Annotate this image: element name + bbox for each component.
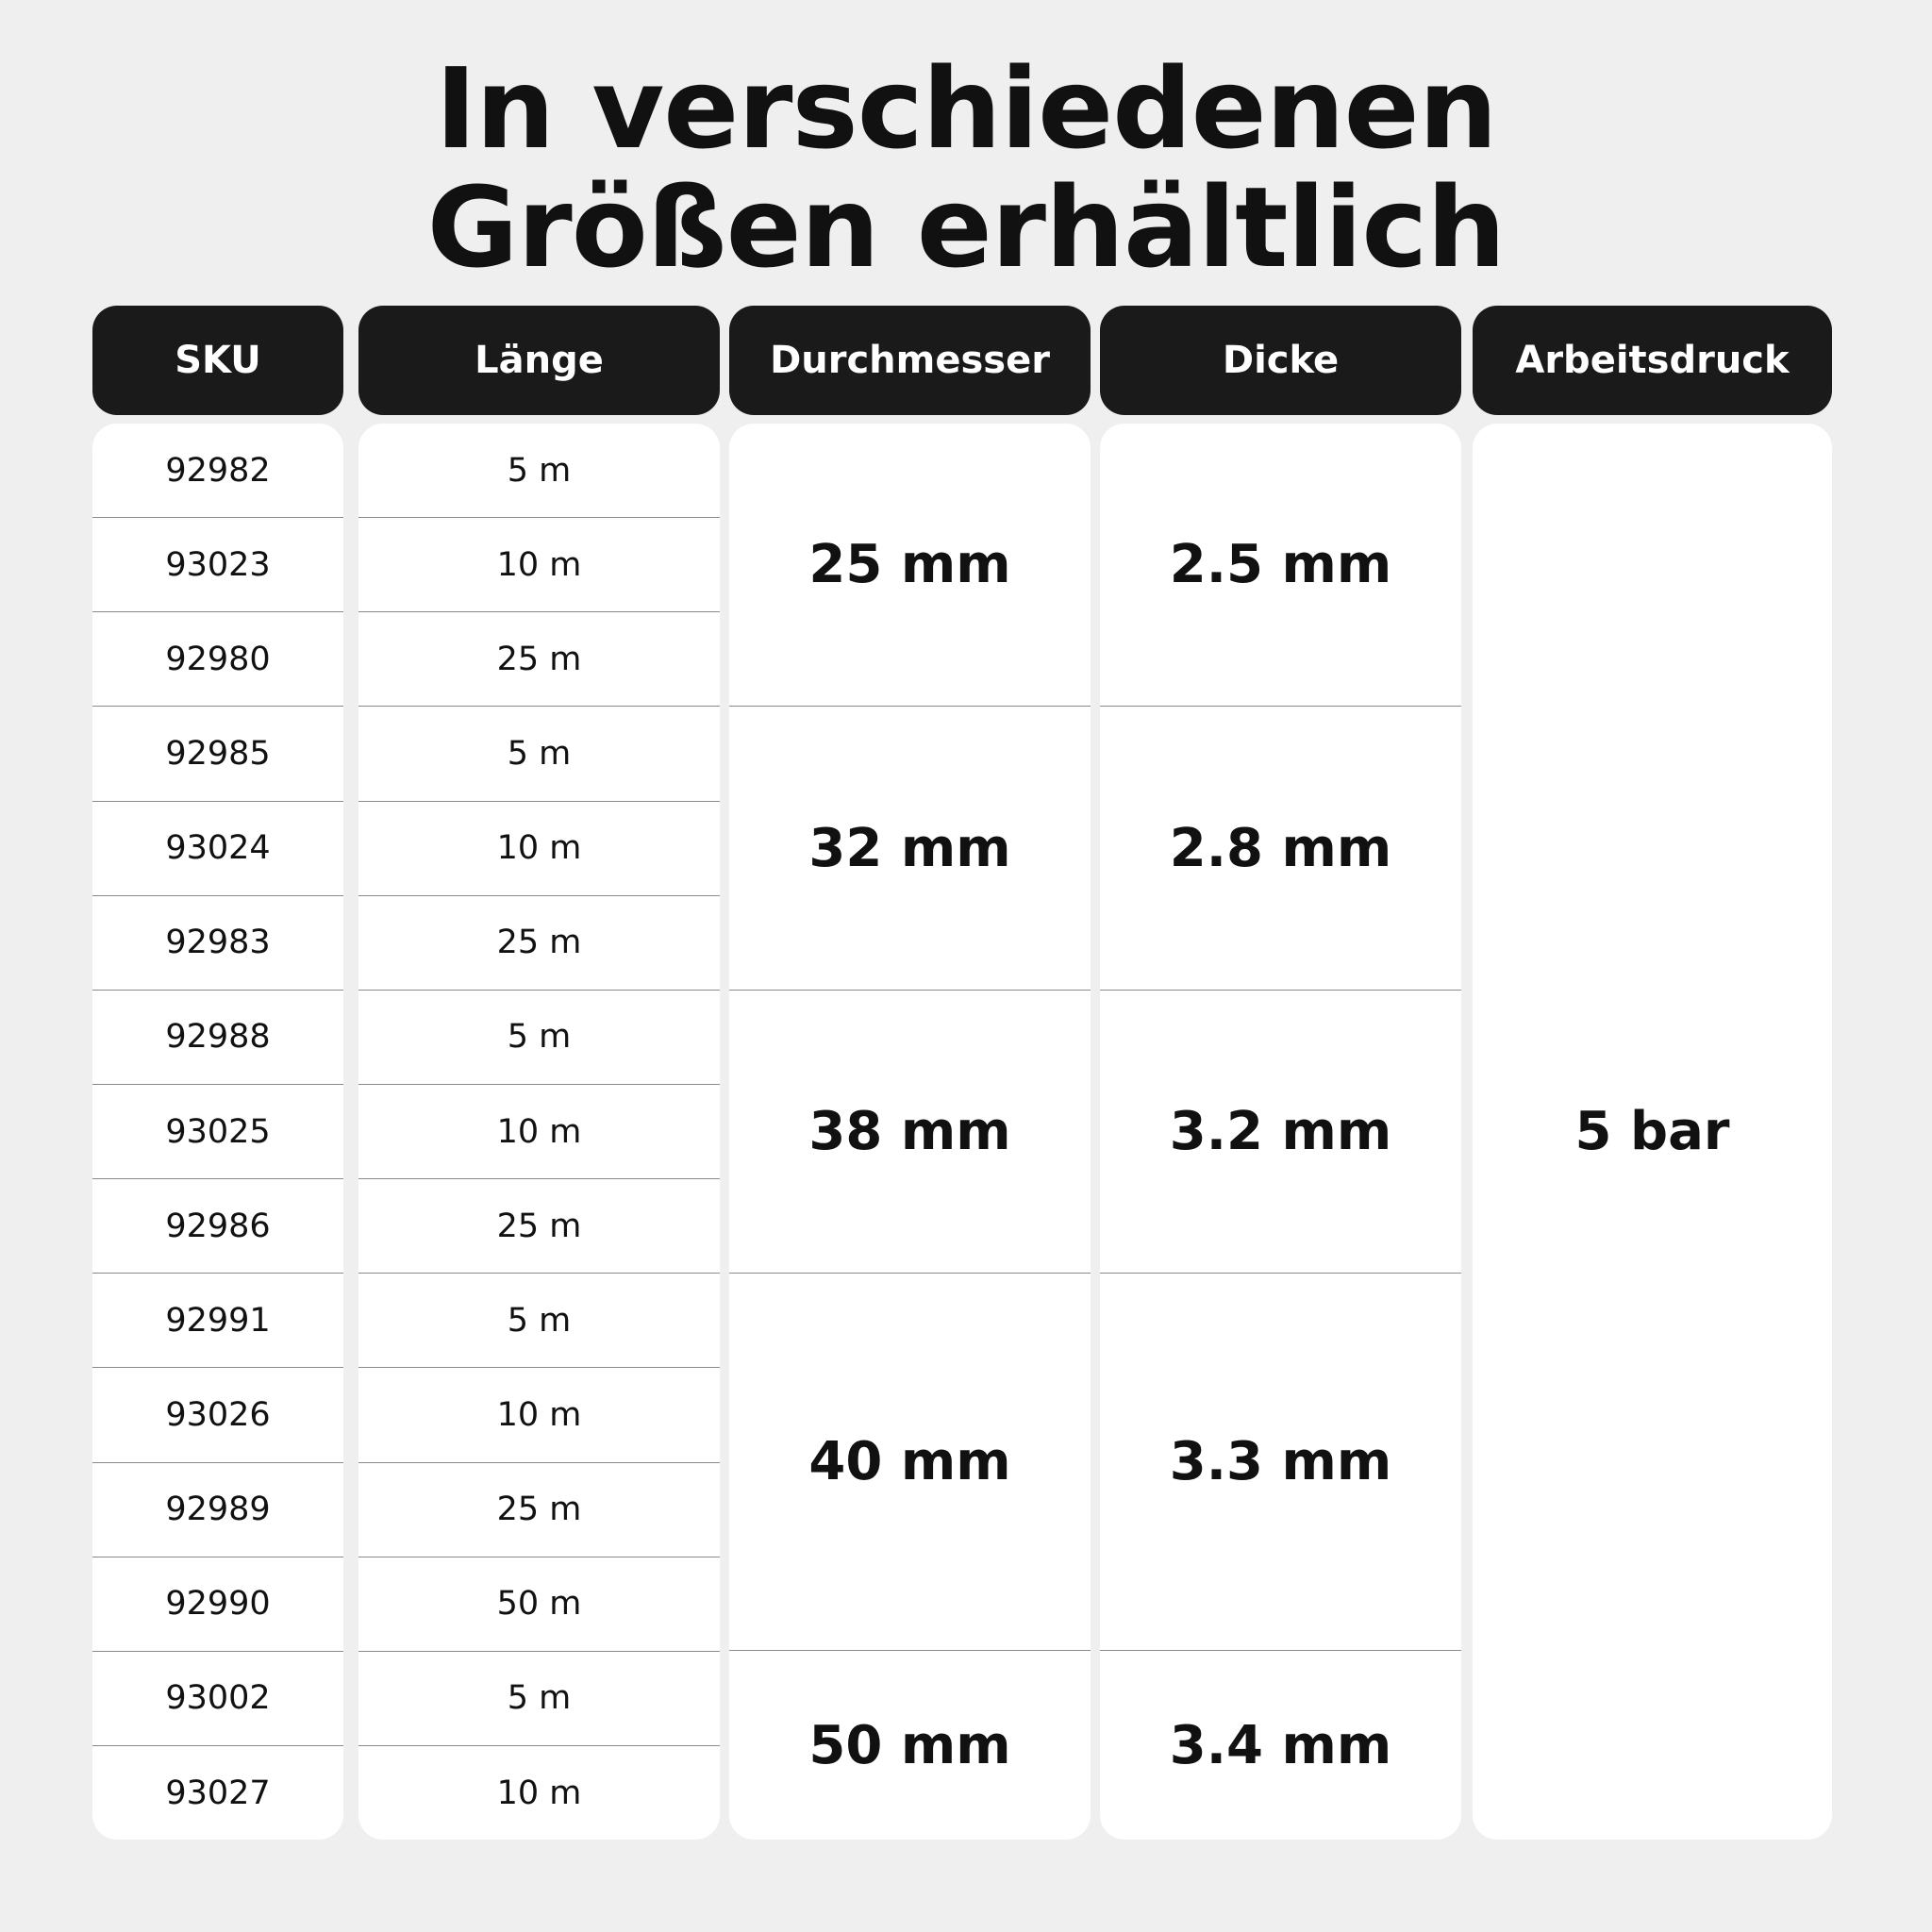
sku-cell: 92985 [92,706,343,800]
dicke-cell: 2.5 mm [1169,534,1392,596]
durchmesser-cell: 25 mm [808,534,1011,596]
header-sku: SKU [92,306,343,415]
title-line-1: In verschiedenen [435,43,1497,174]
sku-cell: 93026 [92,1367,343,1461]
sku-cell: 92988 [92,989,343,1084]
sku-column: 92982 93023 92980 92985 93024 92983 92988 93025… [92,424,343,1840]
laenge-cell: 25 m [358,894,720,990]
title-line-2: Größen erhältlich [426,162,1507,292]
laenge-cell: 50 m [358,1556,720,1651]
laenge-cell: 5 m [358,1273,720,1367]
sku-cell: 93027 [92,1744,343,1840]
sku-cell: 93002 [92,1650,343,1745]
laenge-cell: 5 m [358,989,720,1084]
sku-cell: 92982 [165,451,271,490]
durchmesser-cell: 50 mm [729,1650,1091,1840]
durchmesser-column: 25 mm 32 mm 38 mm 40 mm 50 mm [729,424,1091,1840]
dicke-cell: 3.4 mm [1100,1650,1461,1840]
header-arbeitsdruck: Arbeitsdruck [1473,306,1832,415]
durchmesser-cell: 32 mm [729,706,1091,989]
sku-cell: 92989 [92,1461,343,1557]
laenge-cell: 5 m [358,706,720,800]
sku-cell: 92980 [92,611,343,706]
header-laenge: Länge [358,306,720,415]
laenge-cell: 10 m [358,1367,720,1461]
durchmesser-cell: 38 mm [729,989,1091,1273]
header-durchmesser: Durchmesser [729,306,1091,415]
page-title: In verschiedenen Größen erhältlich [0,49,1932,287]
sku-cell: 93024 [92,800,343,895]
laenge-cell: 10 m [358,517,720,611]
dicke-cell: 3.2 mm [1100,989,1461,1273]
durchmesser-cell: 40 mm [729,1273,1091,1650]
laenge-cell: 25 m [358,1461,720,1557]
laenge-cell: 25 m [358,611,720,706]
laenge-cell: 10 m [358,1083,720,1178]
laenge-cell: 10 m [358,800,720,895]
laenge-cell: 5 m [358,1650,720,1745]
dicke-column: 2.5 mm 2.8 mm 3.2 mm 3.3 mm 3.4 mm [1100,424,1461,1840]
dicke-cell: 2.8 mm [1100,706,1461,989]
sku-cell: 93025 [92,1083,343,1178]
sku-cell: 92983 [92,894,343,990]
arbeitsdruck-column: 5 bar [1473,424,1832,1840]
header-dicke: Dicke [1100,306,1461,415]
arbeitsdruck-value: 5 bar [1574,1101,1730,1162]
sku-cell: 92990 [92,1556,343,1651]
sku-cell: 92991 [92,1273,343,1367]
sku-cell: 92986 [92,1178,343,1273]
laenge-cell: 25 m [358,1178,720,1273]
sku-cell: 93023 [92,517,343,611]
dicke-cell: 3.3 mm [1100,1273,1461,1650]
laenge-cell: 10 m [358,1744,720,1840]
laenge-cell: 5 m [507,451,572,490]
